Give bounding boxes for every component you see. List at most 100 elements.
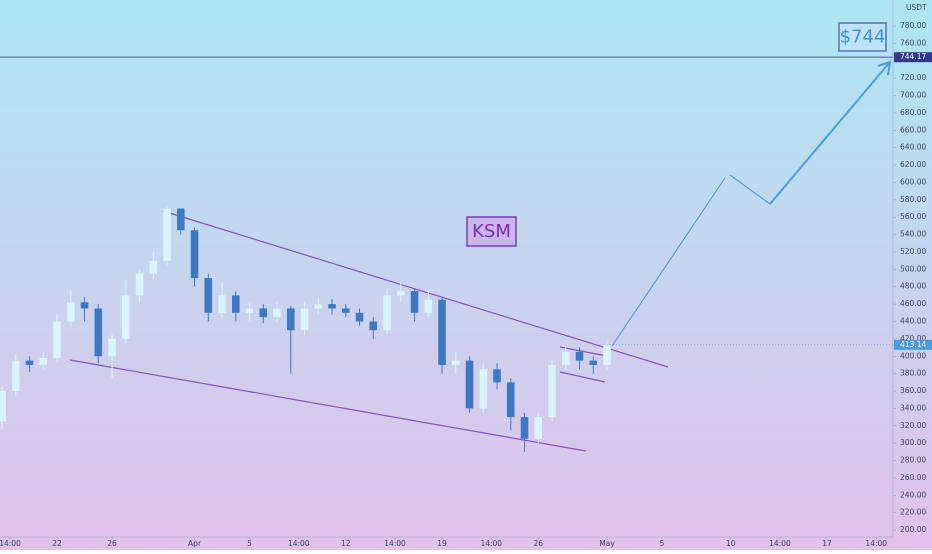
y-tick-label: 560.00 bbox=[900, 212, 926, 221]
candle-body bbox=[534, 417, 543, 439]
candle-body bbox=[369, 321, 378, 331]
candle-body bbox=[328, 304, 336, 309]
x-tick-label: 26 bbox=[107, 539, 117, 548]
x-tick-label: 14:00 bbox=[480, 539, 502, 548]
y-tick-label: 420.00 bbox=[900, 334, 926, 343]
y-tick-label: 220.00 bbox=[900, 508, 926, 517]
x-tick-label: 10 bbox=[726, 539, 736, 548]
y-tick-label: 620.00 bbox=[900, 160, 926, 169]
candle-body bbox=[300, 308, 309, 331]
x-tick-label: 17 bbox=[822, 539, 832, 548]
x-tick-label: Apr bbox=[188, 539, 202, 548]
y-tick-label: 700.00 bbox=[900, 91, 926, 100]
candle-body bbox=[520, 417, 529, 439]
y-tick-label: 300.00 bbox=[900, 438, 926, 447]
x-tick-label: 12 bbox=[341, 539, 351, 548]
candle-body bbox=[163, 208, 171, 261]
projection-leg bbox=[611, 177, 726, 347]
currency-label: USDT bbox=[906, 3, 927, 12]
candle-body bbox=[149, 260, 158, 274]
candle-body bbox=[561, 351, 570, 365]
candle-body bbox=[94, 308, 103, 357]
price-line-tag bbox=[894, 52, 932, 63]
candle-body bbox=[493, 369, 501, 383]
candle-body bbox=[273, 308, 281, 318]
channel-bottom bbox=[559, 371, 606, 383]
projection-leg bbox=[769, 61, 891, 205]
candle-body bbox=[25, 360, 34, 365]
candle-body bbox=[410, 291, 419, 313]
candle-body bbox=[190, 230, 199, 279]
current-price-label: 413.14 bbox=[900, 340, 926, 349]
candle-body bbox=[287, 308, 295, 331]
trendlines bbox=[69, 210, 669, 452]
ksm-label: KSM bbox=[472, 221, 511, 242]
y-tick-label: 600.00 bbox=[900, 177, 926, 186]
candle-body bbox=[232, 295, 240, 313]
y-tick-label: 660.00 bbox=[900, 125, 926, 134]
y-tick-label: 360.00 bbox=[900, 386, 926, 395]
y-tick-label: 340.00 bbox=[900, 403, 926, 412]
candle-body bbox=[603, 344, 611, 365]
y-tick-label: 200.00 bbox=[900, 525, 926, 534]
candle-body bbox=[135, 273, 144, 296]
channel-top bbox=[559, 346, 608, 357]
candle-body bbox=[438, 299, 446, 365]
y-tick-label: 460.00 bbox=[900, 299, 926, 308]
candle-body bbox=[218, 295, 226, 313]
x-tick-label: 14:00 bbox=[288, 539, 310, 548]
x-tick-label: May bbox=[599, 539, 615, 548]
target-box bbox=[838, 22, 887, 52]
candle-body bbox=[39, 358, 48, 365]
candle-body bbox=[12, 360, 20, 392]
y-tick-label: 520.00 bbox=[900, 247, 926, 256]
y-tick-label: 580.00 bbox=[900, 195, 926, 204]
projection-leg bbox=[729, 174, 771, 205]
x-tick-label: 14:00 bbox=[769, 539, 791, 548]
price-line-label: 744.17 bbox=[900, 52, 926, 61]
candle-body bbox=[424, 299, 433, 313]
y-tick-label: 680.00 bbox=[900, 108, 926, 117]
candle-body bbox=[465, 360, 474, 409]
projection bbox=[611, 60, 892, 347]
y-tick-label: 380.00 bbox=[900, 369, 926, 378]
candle-body bbox=[314, 304, 323, 309]
candle-body bbox=[589, 360, 598, 365]
x-tick-label: 5 bbox=[247, 539, 252, 548]
candle-body bbox=[67, 302, 75, 322]
candle-body bbox=[53, 321, 61, 358]
y-tick-label: 480.00 bbox=[900, 282, 926, 291]
candle-body bbox=[80, 302, 89, 309]
y-tick-label: 540.00 bbox=[900, 230, 926, 239]
x-tick-label: 14:00 bbox=[0, 539, 21, 548]
current-price-tag bbox=[894, 339, 932, 350]
candle-body bbox=[575, 351, 584, 361]
x-tick-label: 22 bbox=[52, 539, 62, 548]
x-tick-label: 19 bbox=[437, 539, 447, 548]
x-tick-label: 14:00 bbox=[384, 539, 406, 548]
candle-body bbox=[177, 208, 185, 231]
candle-body bbox=[548, 364, 556, 418]
y-tick-label: 280.00 bbox=[900, 456, 926, 465]
target-label: $744 bbox=[840, 27, 886, 48]
candle-body bbox=[245, 308, 254, 313]
y-tick-label: 720.00 bbox=[900, 73, 926, 82]
candle-body bbox=[383, 295, 391, 331]
y-tick-label: 780.00 bbox=[900, 21, 926, 30]
ksm-box bbox=[466, 216, 517, 247]
x-tick-label: 14:00 bbox=[865, 539, 887, 548]
candle-body bbox=[204, 278, 213, 313]
y-tick-label: 440.00 bbox=[900, 317, 926, 326]
y-tick-label: 320.00 bbox=[900, 421, 926, 430]
upper-trendline bbox=[162, 210, 669, 368]
x-tick-label: 5 bbox=[660, 539, 665, 548]
candle-body bbox=[506, 382, 515, 418]
y-tick-label: 260.00 bbox=[900, 473, 926, 482]
candle-body bbox=[0, 391, 6, 422]
candle-body bbox=[397, 291, 405, 296]
y-tick-label: 400.00 bbox=[900, 351, 926, 360]
candle-body bbox=[451, 360, 460, 365]
candle-body bbox=[122, 295, 130, 339]
